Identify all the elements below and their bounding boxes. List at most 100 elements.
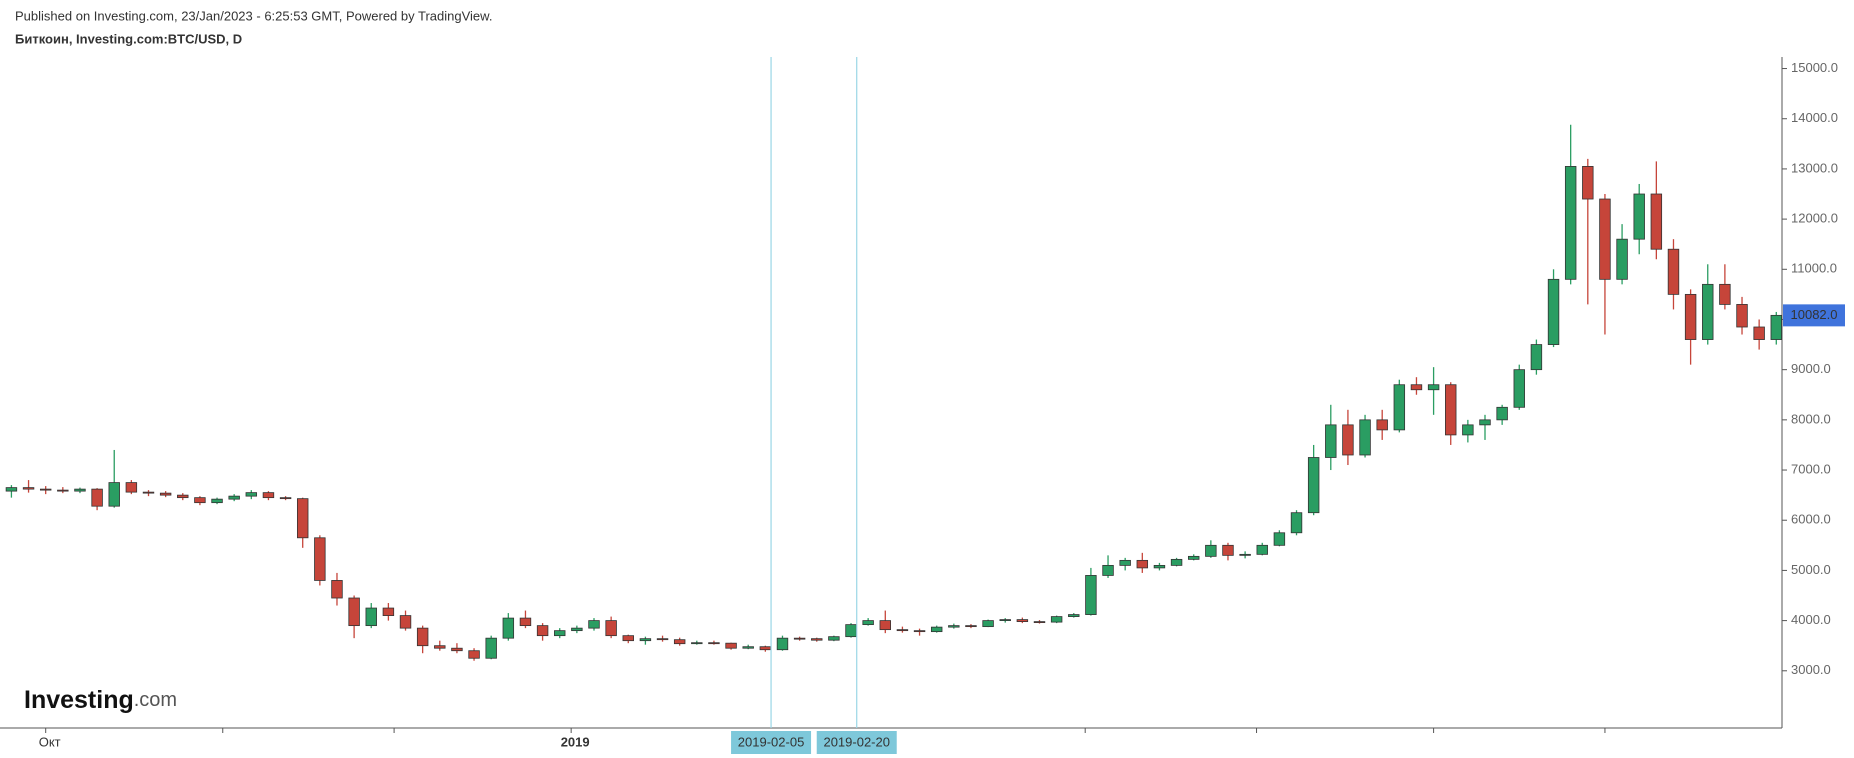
candle-body xyxy=(1427,384,1440,391)
candle-body xyxy=(1582,166,1594,200)
candle-body xyxy=(519,617,532,627)
candle-body xyxy=(1513,369,1525,408)
y-tick-label: 11000.0 xyxy=(1791,261,1837,276)
y-tick-label: 4000.0 xyxy=(1791,612,1831,627)
candle-body xyxy=(1153,564,1166,569)
candle-body xyxy=(399,615,412,629)
candle-body xyxy=(1410,384,1423,391)
candle-body xyxy=(502,617,515,639)
candle-body xyxy=(1033,621,1046,624)
last-price-box xyxy=(1783,304,1845,327)
candle-body xyxy=(1753,326,1765,340)
candle-body xyxy=(211,498,223,504)
published-note: Published on Investing.com, 23/Jan/2023 … xyxy=(15,8,492,23)
candle-body xyxy=(1650,193,1663,250)
candle-body xyxy=(1273,532,1286,546)
candle-body xyxy=(999,619,1011,621)
candle-body xyxy=(554,630,566,637)
candle-body xyxy=(1702,283,1714,340)
y-tick-label: 7000.0 xyxy=(1791,461,1831,476)
candle-body xyxy=(1376,419,1388,431)
candle-body xyxy=(1564,166,1577,280)
x-tick-label: Окт xyxy=(39,734,61,749)
candle-body xyxy=(485,637,497,659)
candle-body xyxy=(605,620,617,637)
candle-body xyxy=(245,492,258,497)
candle-body xyxy=(1684,293,1697,340)
candle-body xyxy=(382,607,395,616)
candle-body xyxy=(194,497,206,504)
candle-body xyxy=(1445,384,1457,436)
candle-body xyxy=(22,487,35,490)
logo-suffix: .com xyxy=(134,689,177,711)
candle-body xyxy=(1479,419,1491,426)
candle-body xyxy=(365,607,377,627)
candle-body xyxy=(1136,559,1149,569)
y-tick-label: 9000.0 xyxy=(1791,361,1831,376)
x-tick-label: 2019 xyxy=(561,734,590,749)
candle-body xyxy=(57,489,69,492)
candle-body xyxy=(468,650,480,659)
candle-body xyxy=(1770,314,1783,340)
candle-body xyxy=(331,580,343,599)
symbol-title: Биткоин, Investing.com:BTC/USD, D xyxy=(15,31,242,46)
candle-body xyxy=(1050,616,1063,623)
candle-body xyxy=(1290,512,1303,534)
candle-body xyxy=(1393,384,1406,431)
candle-body xyxy=(228,495,240,500)
candle-body xyxy=(845,624,857,638)
candle-body xyxy=(536,625,549,637)
candle-body xyxy=(5,487,18,492)
candle-body xyxy=(1016,619,1029,623)
candle-body xyxy=(930,626,943,633)
candle-body xyxy=(1667,248,1680,295)
marker-label: 2019-02-05 xyxy=(738,734,805,749)
candle-body xyxy=(434,645,446,649)
candle-body xyxy=(416,627,429,647)
candle-body xyxy=(39,488,52,491)
y-tick-label: 5000.0 xyxy=(1791,562,1831,577)
candle-body xyxy=(177,494,189,499)
y-tick-label: 12000.0 xyxy=(1791,211,1838,226)
candle-body xyxy=(1547,278,1560,345)
candle-body xyxy=(451,647,463,652)
marker-label: 2019-02-20 xyxy=(823,734,890,749)
candle-body xyxy=(1239,553,1251,556)
candle-body xyxy=(1102,564,1114,576)
candle-body xyxy=(691,642,703,645)
candle-body xyxy=(896,629,909,632)
candle-body xyxy=(1342,424,1354,456)
logo-name: Investing xyxy=(24,686,134,714)
logo: Investing.com xyxy=(24,686,177,714)
candle-body xyxy=(1307,457,1320,514)
candle-body xyxy=(262,492,275,499)
candle-body xyxy=(1633,193,1645,240)
candle-body xyxy=(742,646,754,649)
marker-label-box xyxy=(731,731,812,754)
candle-body xyxy=(879,620,892,631)
candle-body xyxy=(1359,419,1371,456)
y-tick-label: 8000.0 xyxy=(1791,411,1831,426)
candle-body xyxy=(811,638,823,641)
candle-body xyxy=(1530,344,1543,371)
candle-body xyxy=(1496,406,1508,421)
candle-body xyxy=(793,637,806,640)
candle-body xyxy=(965,625,977,628)
y-tick-label: 6000.0 xyxy=(1791,512,1831,527)
candle-body xyxy=(913,630,926,633)
candle-body xyxy=(1119,559,1131,566)
candle-body xyxy=(279,497,292,500)
candle-body xyxy=(776,637,789,651)
candle-body xyxy=(1187,555,1200,560)
y-tick-label: 3000.0 xyxy=(1791,662,1831,677)
candle-body xyxy=(125,482,138,493)
candle-body xyxy=(948,625,960,628)
candle-body xyxy=(639,638,652,642)
candle-body xyxy=(108,482,120,507)
candle-body xyxy=(159,492,172,496)
candle-body xyxy=(1462,424,1474,436)
candle-body xyxy=(759,646,772,651)
candle-body xyxy=(348,597,360,627)
